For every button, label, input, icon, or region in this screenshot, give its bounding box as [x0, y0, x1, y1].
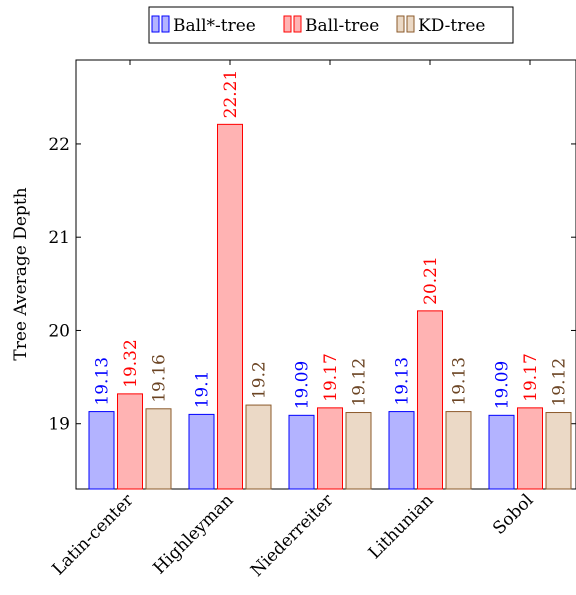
bar-ball-tree-2 — [317, 407, 343, 490]
bar-kd-tree-2 — [345, 412, 372, 490]
legend-swatch — [396, 15, 405, 33]
x-tick-label: Highleyman — [150, 490, 238, 578]
legend-box — [148, 6, 514, 44]
legend-swatch — [283, 15, 292, 33]
y-tick-label: 20 — [48, 321, 70, 341]
data-label: 19.12 — [550, 358, 570, 407]
data-label: 19.12 — [350, 358, 370, 407]
x-tick-label: Latin-center — [48, 490, 138, 580]
data-label: 19.17 — [521, 353, 541, 402]
legend-label: Ball*-tree — [173, 16, 256, 36]
bar-ball-tree-3 — [388, 411, 415, 490]
bar-kd-tree-0 — [145, 408, 172, 490]
bar-ball-tree-1 — [188, 413, 215, 490]
data-label: 19.13 — [393, 357, 413, 406]
legend-swatch — [151, 15, 160, 33]
legend-label: Ball-tree — [305, 16, 379, 36]
x-tick-label: Lithunian — [365, 490, 438, 563]
bar-kd-tree-3 — [445, 411, 472, 490]
data-label: 19.13 — [450, 357, 470, 406]
legend-swatch — [293, 15, 302, 33]
bar-ball-tree-0 — [117, 393, 143, 490]
bar-ball-tree-1 — [217, 123, 243, 490]
legend-label: KD-tree — [418, 16, 485, 36]
y-tick-label: 19 — [48, 415, 70, 435]
data-label: 19.17 — [321, 353, 341, 402]
bar-kd-tree-4 — [545, 412, 572, 490]
bar-kd-tree-1 — [245, 404, 272, 490]
y-axis-label: Tree Average Depth — [11, 187, 31, 360]
data-label: 19.32 — [121, 339, 141, 388]
data-label: 19.13 — [93, 357, 113, 406]
data-label: 20.21 — [421, 256, 441, 305]
bar-ball-tree-2 — [288, 414, 315, 490]
bar-ball-tree-3 — [417, 310, 443, 490]
bar-ball-tree-4 — [488, 414, 515, 490]
data-label: 22.21 — [221, 70, 241, 119]
data-label: 19.2 — [250, 361, 270, 399]
data-label: 19.1 — [193, 371, 213, 409]
bar-ball-tree-0 — [88, 411, 115, 490]
x-tick-label: Sobol — [489, 490, 537, 538]
bar-ball-tree-4 — [517, 407, 543, 490]
legend-swatch — [161, 15, 170, 33]
data-label: 19.16 — [150, 354, 170, 403]
data-label: 19.09 — [493, 361, 513, 410]
x-tick-label: Niederreiter — [247, 490, 338, 581]
legend-swatch — [406, 15, 415, 33]
y-tick-label: 22 — [48, 135, 70, 155]
legend: Ball*-tree Ball-tree KD-tree — [148, 6, 514, 44]
y-tick-label: 21 — [48, 228, 70, 248]
data-label: 19.09 — [293, 361, 313, 410]
